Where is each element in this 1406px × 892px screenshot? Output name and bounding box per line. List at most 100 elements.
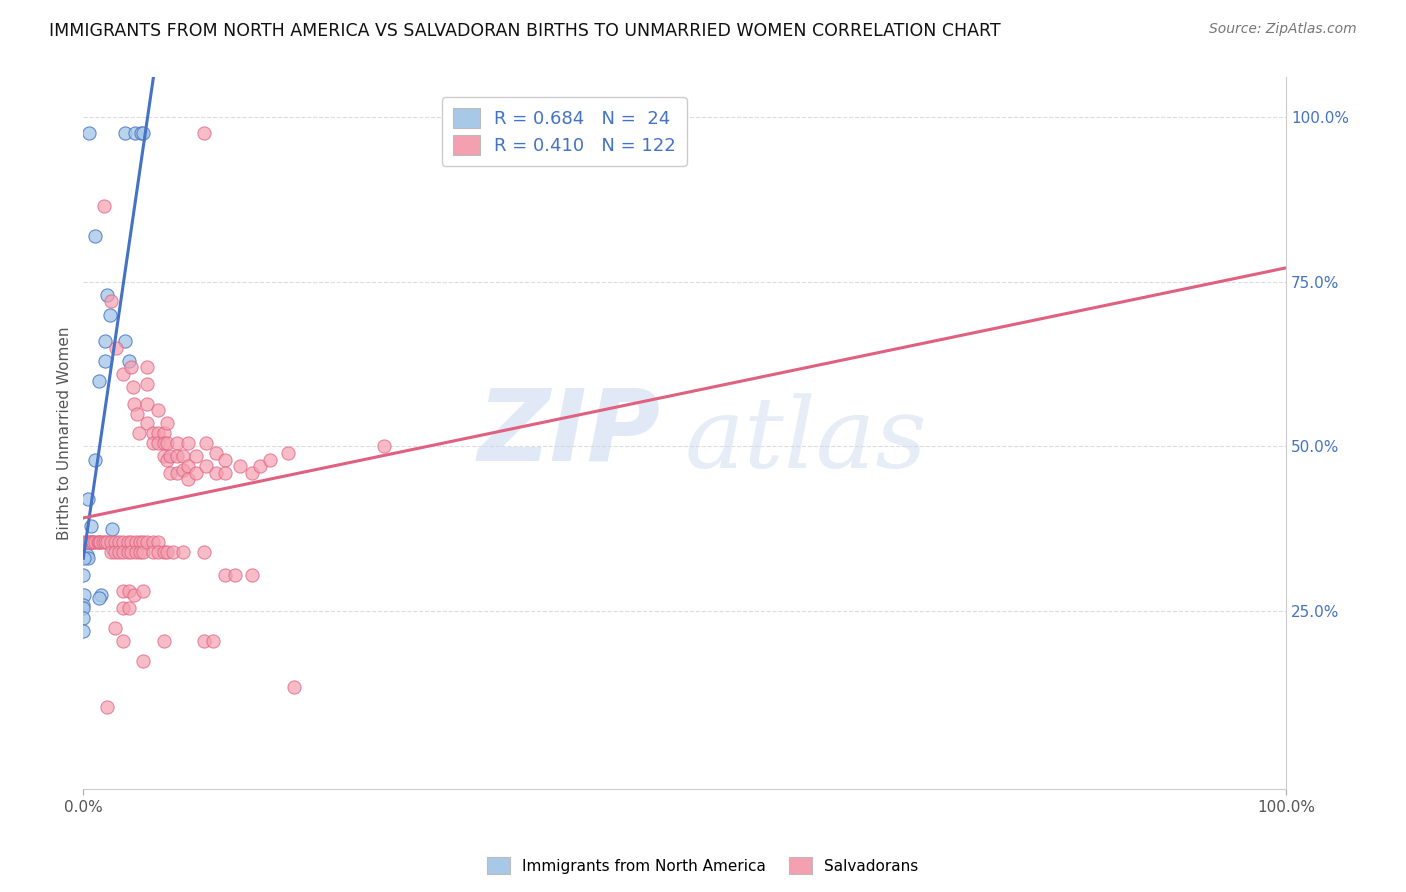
Point [177, 459, 200, 474]
Point [100, 294, 122, 309]
Point [193, 633, 215, 648]
Point [77, 492, 100, 507]
Point [108, 545, 131, 559]
Point [283, 680, 305, 694]
Point [101, 522, 124, 536]
Text: IMMIGRANTS FROM NORTH AMERICA VS SALVADORAN BIRTHS TO UNMARRIED WOMEN CORRELATIO: IMMIGRANTS FROM NORTH AMERICA VS SALVADO… [49, 22, 1001, 40]
Legend: Immigrants from North America, Salvadorans: Immigrants from North America, Salvadora… [481, 851, 925, 880]
Point [72, 624, 94, 638]
Point [73, 551, 96, 566]
Point [72, 611, 94, 625]
Point [249, 459, 271, 474]
Point [82, 535, 104, 549]
Point [117, 535, 139, 549]
Point [193, 545, 215, 559]
Point [129, 127, 152, 141]
Point [228, 459, 250, 474]
Text: ZIP: ZIP [478, 384, 661, 482]
Point [79, 535, 101, 549]
Point [128, 535, 150, 549]
Point [177, 436, 200, 450]
Point [125, 535, 148, 549]
Point [259, 452, 281, 467]
Point [77, 551, 100, 566]
Point [136, 360, 159, 375]
Point [159, 450, 181, 464]
Point [142, 545, 165, 559]
Point [132, 127, 155, 141]
Point [136, 417, 159, 431]
Point [127, 407, 149, 421]
Point [87, 591, 110, 605]
Point [72, 535, 94, 549]
Point [166, 466, 188, 480]
Point [73, 588, 96, 602]
Point [240, 568, 263, 582]
Point [72, 598, 94, 612]
Point [79, 127, 101, 141]
Point [162, 545, 184, 559]
Point [118, 353, 141, 368]
Point [111, 633, 134, 648]
Point [91, 535, 114, 549]
Point [214, 466, 236, 480]
Point [277, 446, 299, 460]
Point [84, 228, 107, 243]
Point [204, 466, 226, 480]
Point [98, 308, 121, 322]
Point [156, 452, 179, 467]
Point [120, 545, 142, 559]
Point [156, 417, 179, 431]
Point [204, 446, 226, 460]
Point [114, 334, 136, 348]
Point [103, 545, 125, 559]
Point [114, 127, 136, 141]
Point [87, 535, 110, 549]
Point [146, 403, 169, 417]
Point [193, 127, 215, 141]
Text: atlas: atlas [685, 392, 928, 488]
Point [96, 535, 118, 549]
Point [132, 545, 155, 559]
Point [87, 374, 110, 388]
Point [118, 584, 141, 599]
Point [72, 568, 94, 582]
Point [128, 545, 150, 559]
Point [111, 535, 134, 549]
Point [124, 127, 146, 141]
Point [94, 353, 117, 368]
Point [79, 535, 101, 549]
Point [373, 440, 395, 454]
Point [96, 288, 118, 302]
Point [194, 436, 217, 450]
Point [172, 545, 194, 559]
Point [125, 545, 148, 559]
Point [153, 545, 176, 559]
Point [111, 584, 134, 599]
Point [93, 199, 115, 213]
Point [96, 699, 118, 714]
Point [156, 545, 179, 559]
Point [146, 545, 169, 559]
Point [103, 621, 125, 635]
Point [104, 341, 127, 355]
Point [186, 466, 208, 480]
Point [186, 450, 208, 464]
Point [103, 535, 125, 549]
Point [153, 633, 176, 648]
Point [108, 535, 131, 549]
Point [111, 601, 134, 615]
Point [84, 535, 107, 549]
Point [132, 584, 155, 599]
Legend: R = 0.684   N =  24, R = 0.410   N = 122: R = 0.684 N = 24, R = 0.410 N = 122 [441, 97, 686, 166]
Point [84, 452, 107, 467]
Point [100, 535, 122, 549]
Point [214, 568, 236, 582]
Point [136, 535, 159, 549]
Point [172, 450, 194, 464]
Point [87, 535, 110, 549]
Point [79, 518, 101, 533]
Point [146, 426, 169, 441]
Point [153, 436, 176, 450]
Point [120, 535, 142, 549]
